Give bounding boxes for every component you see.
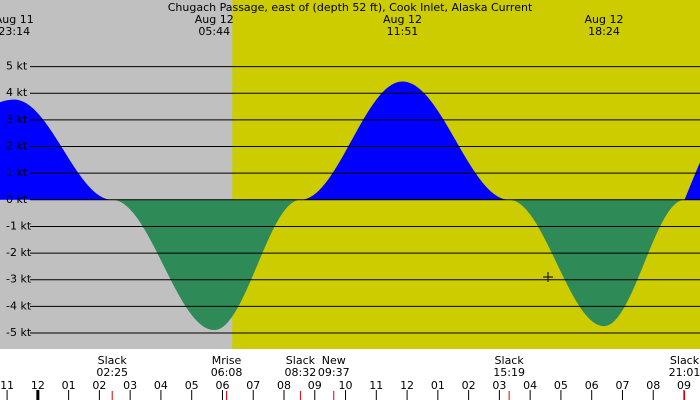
x-tick-label: 03	[123, 379, 137, 392]
top-date: Aug 12	[383, 13, 422, 26]
event-time: 06:08	[211, 366, 243, 379]
x-tick-label: 07	[246, 379, 260, 392]
event-label: Slack	[98, 354, 128, 367]
event-label: Slack	[670, 354, 700, 367]
x-tick-label: 07	[615, 379, 629, 392]
x-tick-label: 04	[523, 379, 537, 392]
current-lobe	[684, 162, 700, 200]
x-tick-label: 06	[215, 379, 229, 392]
current-lobe	[300, 81, 510, 200]
event-time: 21:01	[669, 366, 700, 379]
chart-title: Chugach Passage, east of (depth 52 ft), …	[168, 1, 533, 14]
top-date: Aug 11	[0, 13, 34, 26]
event-time: 15:19	[493, 366, 525, 379]
y-tick-label: 2 kt	[6, 140, 28, 153]
event-time: 08:32	[285, 366, 317, 379]
top-date: Aug 12	[585, 13, 624, 26]
event-label: New	[322, 354, 346, 367]
y-tick-label: 0 kt	[6, 193, 28, 206]
current-lobe	[0, 99, 113, 200]
x-tick-label: 08	[277, 379, 291, 392]
x-tick-label: 08	[646, 379, 660, 392]
top-time: 23:14	[0, 25, 30, 38]
x-tick-label: 03	[492, 379, 506, 392]
top-time: 05:44	[198, 25, 230, 38]
x-tick-label: 11	[369, 379, 383, 392]
x-tick-label: 01	[431, 379, 445, 392]
top-time: 11:51	[387, 25, 419, 38]
x-tick-label: 05	[554, 379, 568, 392]
x-tick-label: 02	[462, 379, 476, 392]
y-tick-label: -3 kt	[6, 273, 32, 286]
x-tick-label: 10	[339, 379, 353, 392]
y-tick-label: -5 kt	[6, 326, 32, 339]
x-tick-label: 09	[308, 379, 322, 392]
y-tick-label: 5 kt	[6, 60, 28, 73]
y-tick-label: 4 kt	[6, 86, 28, 99]
event-time: 02:25	[96, 366, 128, 379]
top-date: Aug 12	[195, 13, 234, 26]
x-tick-label: 01	[62, 379, 76, 392]
x-tick-label: 04	[154, 379, 168, 392]
current-lobe	[112, 199, 301, 331]
event-time: 09:37	[318, 366, 350, 379]
y-tick-label: 1 kt	[6, 166, 28, 179]
y-tick-label: -2 kt	[6, 246, 32, 259]
x-tick-label: 11	[0, 379, 14, 392]
y-tick-label: -4 kt	[6, 299, 32, 312]
x-tick-label: 02	[92, 379, 106, 392]
x-tick-label: 12	[31, 379, 45, 392]
event-label: Mrise	[212, 354, 242, 367]
event-label: Slack	[495, 354, 525, 367]
event-label: Slack	[286, 354, 316, 367]
x-tick-label: 09	[677, 379, 691, 392]
x-tick-label: 12	[400, 379, 414, 392]
background	[0, 0, 700, 349]
current-lobe	[509, 199, 685, 327]
x-tick-label: 06	[585, 379, 599, 392]
x-tick-label: 05	[185, 379, 199, 392]
y-tick-label: -1 kt	[6, 219, 32, 232]
top-time: 18:24	[588, 25, 620, 38]
y-tick-label: 3 kt	[6, 113, 28, 126]
